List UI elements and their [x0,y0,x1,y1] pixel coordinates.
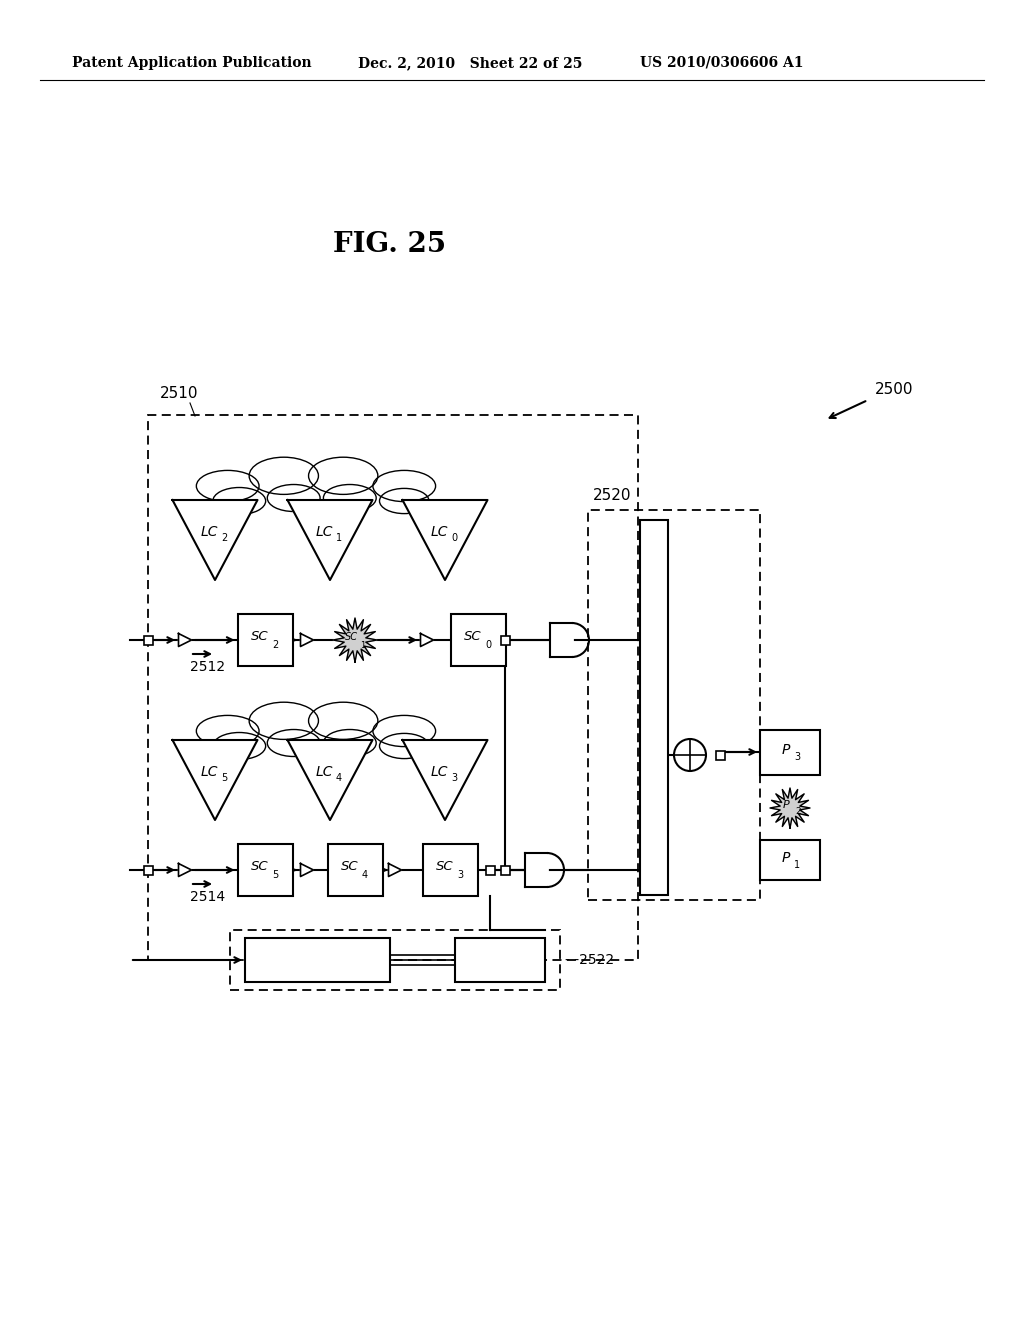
Polygon shape [178,634,191,647]
Text: LC: LC [315,525,333,539]
Text: - -2522: - -2522 [565,953,614,968]
Ellipse shape [267,484,321,511]
Polygon shape [402,500,487,579]
Ellipse shape [213,733,265,759]
Text: Patent Application Publication: Patent Application Publication [72,55,311,70]
Bar [550,623,572,657]
Text: 1: 1 [336,533,342,543]
Text: 4: 4 [361,870,368,880]
Bar [245,939,390,982]
Text: LC: LC [430,525,447,539]
Text: SC: SC [344,632,357,642]
Bar [451,614,506,667]
Text: 2510: 2510 [160,385,199,400]
Bar [760,730,820,775]
Bar [328,843,383,896]
Circle shape [674,739,706,771]
Text: 0: 0 [451,533,457,543]
Text: 1: 1 [794,861,800,870]
Polygon shape [300,863,313,876]
Ellipse shape [380,488,429,513]
Ellipse shape [197,470,259,502]
Ellipse shape [249,702,318,739]
Bar [238,843,293,896]
Ellipse shape [308,702,378,739]
Text: 2500: 2500 [874,383,913,397]
Bar [501,635,510,644]
Ellipse shape [308,457,378,495]
Text: 2: 2 [272,640,279,649]
Polygon shape [333,618,377,663]
Polygon shape [402,741,487,820]
Ellipse shape [380,734,429,759]
Ellipse shape [249,457,318,495]
Polygon shape [421,634,433,647]
Text: SC: SC [464,631,482,644]
Ellipse shape [267,730,321,756]
Bar [238,614,293,667]
Text: Dec. 2, 2010   Sheet 22 of 25: Dec. 2, 2010 Sheet 22 of 25 [358,55,583,70]
Text: 3: 3 [794,752,800,763]
Text: FIG. 25: FIG. 25 [334,231,446,259]
Ellipse shape [324,730,376,756]
Ellipse shape [373,715,435,747]
Polygon shape [388,863,401,876]
Text: LC: LC [201,525,218,539]
Polygon shape [300,634,313,647]
Bar [485,866,495,874]
Bar [501,866,510,874]
Bar [588,510,760,900]
Polygon shape [770,788,810,828]
Text: SC: SC [341,861,358,874]
Bar [455,939,545,982]
Text: P: P [781,851,791,865]
Text: 0: 0 [485,640,492,649]
Polygon shape [288,741,373,820]
Text: SC: SC [251,861,269,874]
Text: SC: SC [251,631,269,644]
Ellipse shape [197,715,259,747]
Polygon shape [178,863,191,876]
Bar [423,843,477,896]
Text: 5: 5 [221,774,227,783]
Text: 4: 4 [336,774,342,783]
Text: 3: 3 [457,870,463,880]
Text: 1: 1 [360,640,366,649]
Bar [716,751,725,759]
Bar [760,840,820,880]
Text: 2514: 2514 [190,890,225,904]
Text: 5: 5 [272,870,279,880]
Text: LC: LC [430,766,447,779]
Text: 2520: 2520 [593,487,632,503]
Bar [525,853,547,887]
Text: 3: 3 [451,774,457,783]
Polygon shape [288,500,373,579]
Text: US 2010/0306606 A1: US 2010/0306606 A1 [640,55,804,70]
Text: P: P [781,743,791,758]
Text: 2512: 2512 [190,660,225,675]
Polygon shape [172,500,257,579]
Bar [143,866,153,874]
Ellipse shape [213,487,265,515]
Polygon shape [172,741,257,820]
Bar [143,635,153,644]
Bar [230,931,560,990]
Text: 2: 2 [221,533,227,543]
Ellipse shape [324,484,376,511]
Bar [148,414,638,960]
Bar [640,520,668,895]
Text: 2: 2 [796,808,801,817]
Text: LC: LC [201,766,218,779]
Ellipse shape [373,470,435,502]
Text: SC: SC [436,861,454,874]
Text: LC: LC [315,766,333,779]
Text: P: P [782,800,790,810]
